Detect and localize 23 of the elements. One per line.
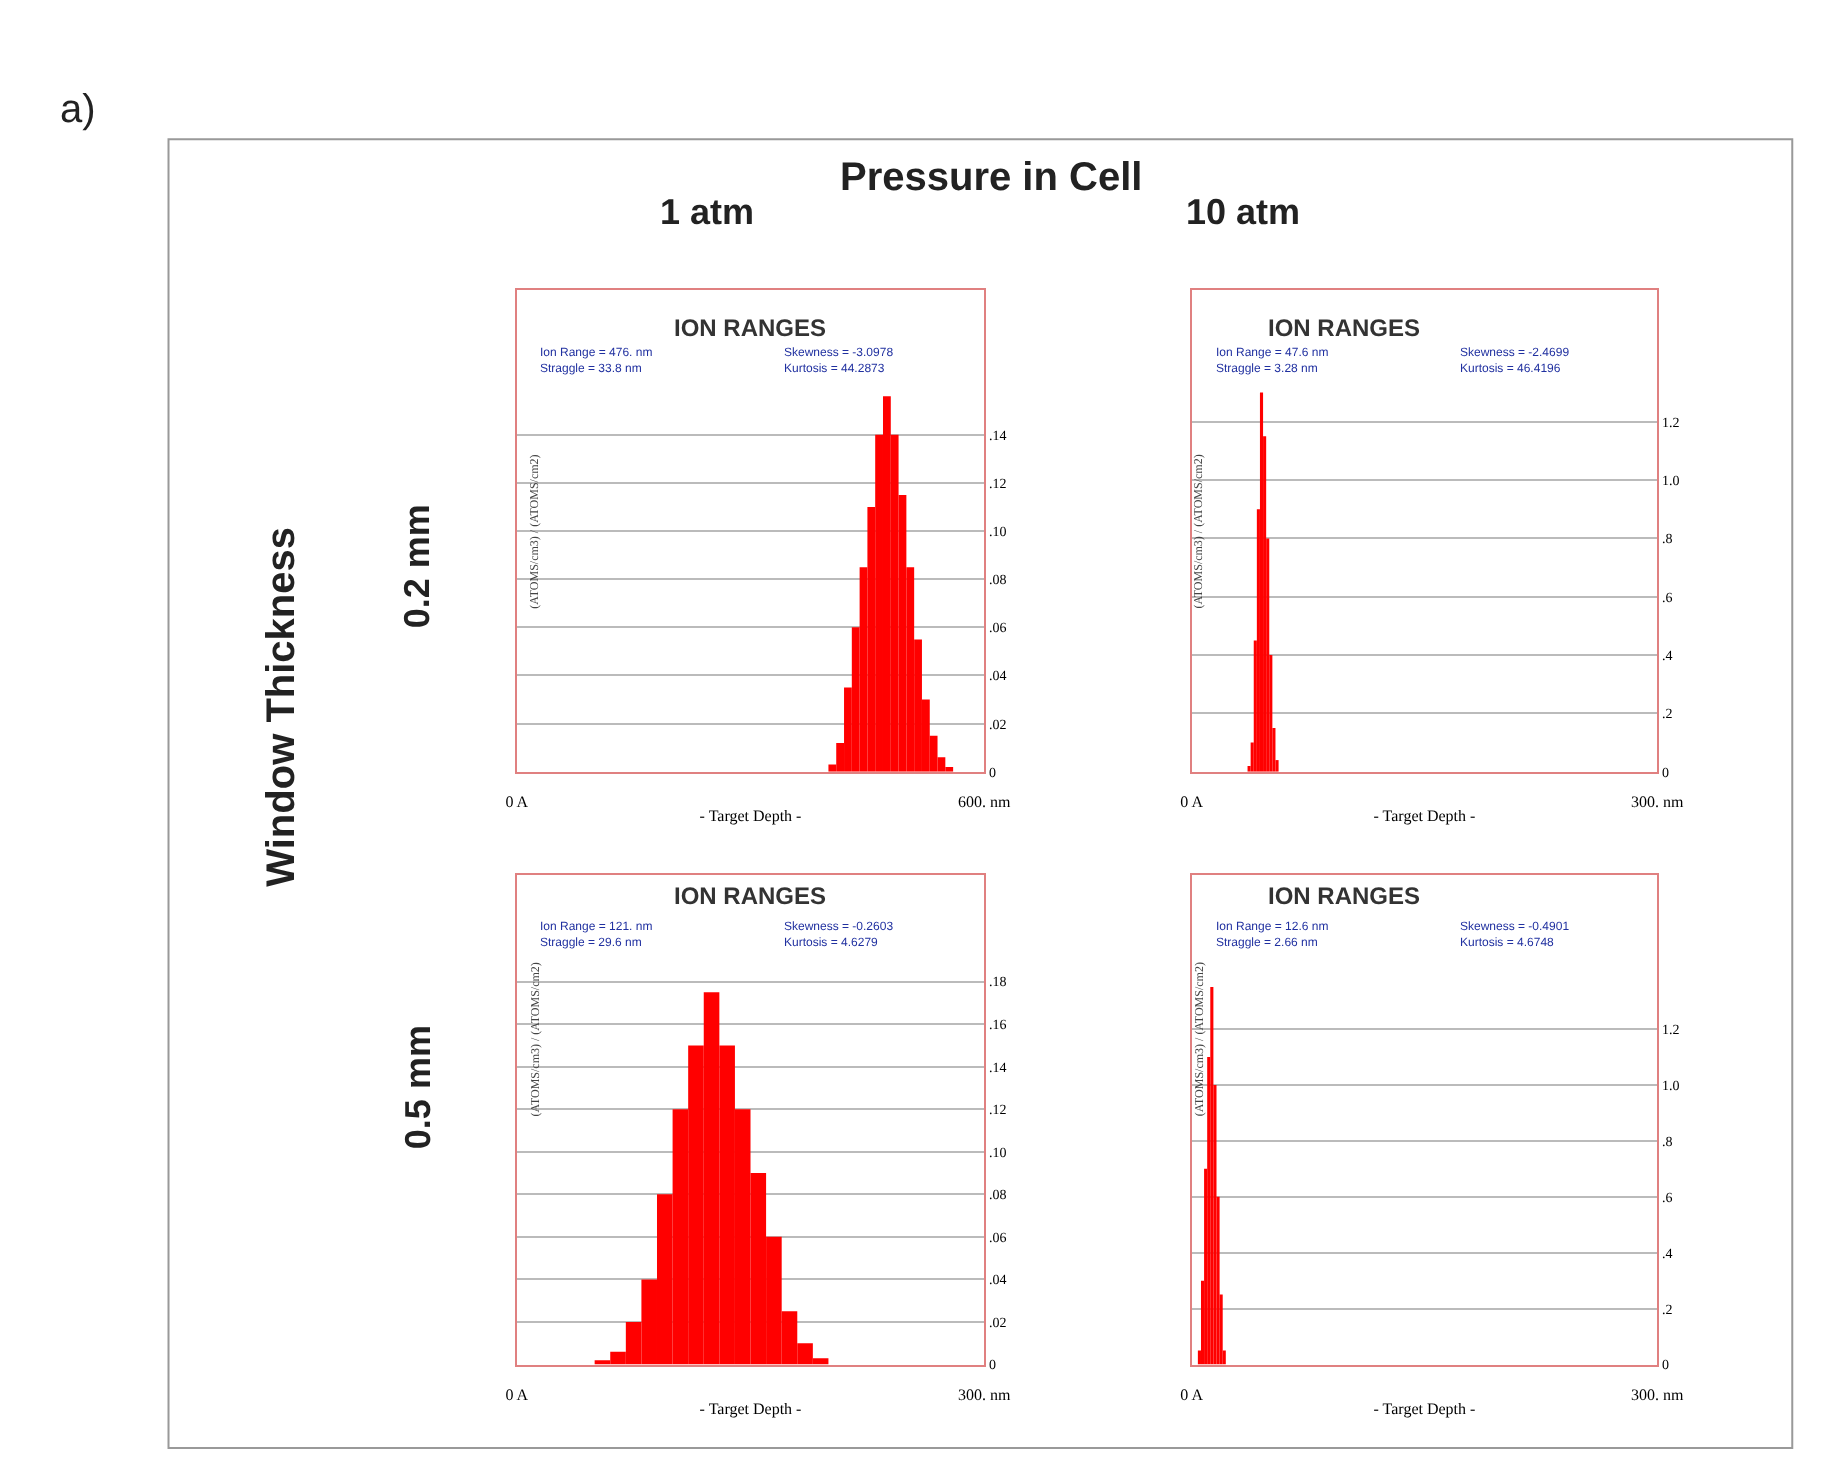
text: ION RANGES [674, 314, 827, 342]
text: 0.2 mm [396, 504, 437, 629]
text: 1 atm [660, 192, 755, 232]
x-tick-label: 0 A [1180, 792, 1204, 811]
x-tick-label: 0 A [1180, 1385, 1204, 1404]
text: a) [60, 88, 96, 132]
chart-title: ION RANGES [674, 882, 827, 910]
text: ION RANGES [1268, 314, 1421, 342]
text: 0.5 mm [397, 1025, 438, 1150]
x-axis-title: - Target Depth - [1373, 1399, 1477, 1418]
x-tick-label: 300. nm [958, 1385, 1013, 1404]
x-tick-label: 300. nm [1631, 792, 1686, 811]
x-tick-label: 0 A [505, 792, 529, 811]
x-tick-label: 600. nm [958, 792, 1013, 811]
x-tick-label: 0 A [505, 1385, 529, 1404]
chart-title: ION RANGES [1268, 882, 1421, 910]
x-axis-title: - Target Depth - [699, 807, 803, 826]
x-tick-label: 300. nm [1631, 1385, 1686, 1404]
text: Pressure in Cell [840, 156, 1143, 200]
x-axis-title: - Target Depth - [699, 1399, 803, 1418]
text: Window Thickness [260, 526, 305, 887]
text: 10 atm [1186, 192, 1301, 232]
x-axis-title: - Target Depth - [1373, 807, 1477, 826]
